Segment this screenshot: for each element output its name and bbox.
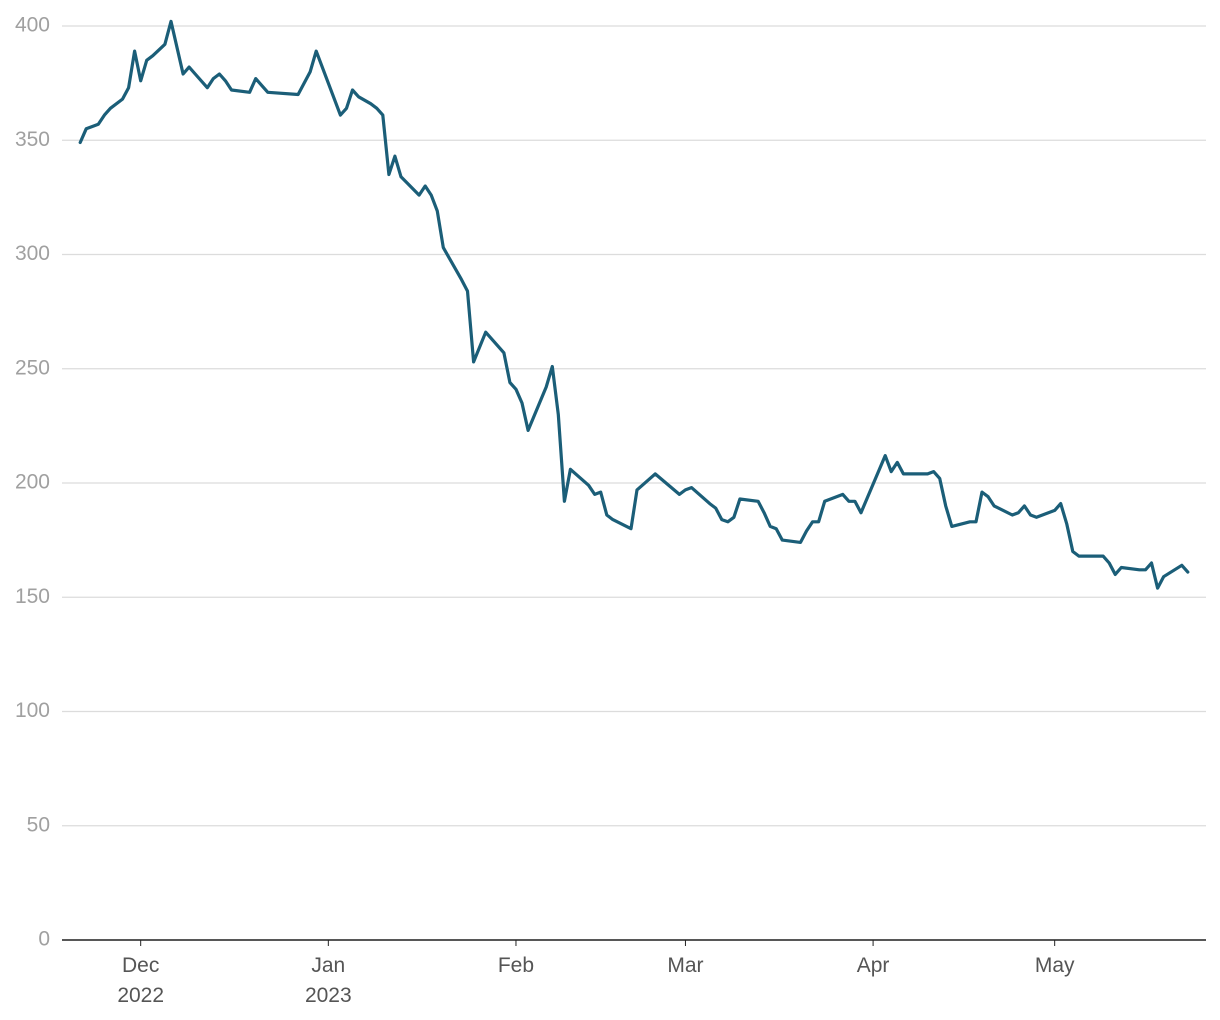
y-tick-label: 200 [15,471,50,494]
y-tick-label: 150 [15,585,50,608]
x-tick-label: Mar [667,954,704,977]
y-tick-label: 350 [15,128,50,151]
y-tick-label: 50 [27,813,50,836]
x-tick-label: May [1034,954,1075,977]
x-tick-label: Apr [856,954,890,977]
x-tick-label: Feb [497,954,535,977]
y-tick-label: 250 [15,356,50,379]
data-line [78,19,1190,590]
y-tick-label: 100 [15,699,50,722]
x-tick-label: Dec 2022 [117,954,165,1007]
x-tick-label: Jan 2023 [304,954,352,1007]
y-tick-label: 0 [38,928,50,951]
y-tick-label: 300 [15,242,50,265]
y-tick-label: 400 [15,14,50,37]
